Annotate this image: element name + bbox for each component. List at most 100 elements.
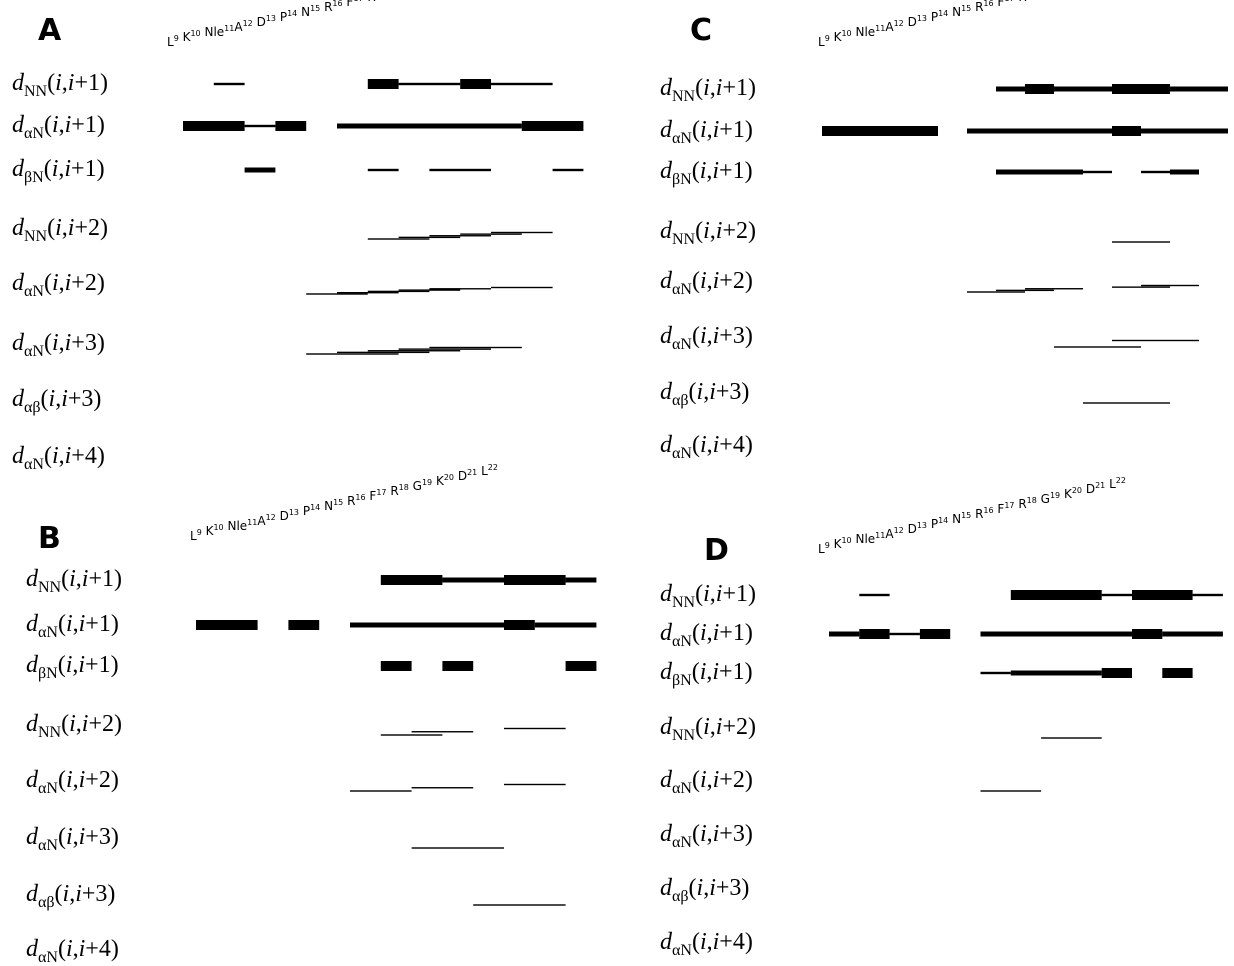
noe-bar	[967, 291, 1025, 293]
residue-number: 17	[376, 488, 386, 497]
noe-bar	[337, 292, 399, 294]
residue-label: P	[927, 10, 938, 24]
noe-bar	[919, 629, 951, 639]
row-label: dNN(i,i+2)	[660, 714, 756, 744]
residue-label: L	[818, 542, 825, 556]
residue-number: 22	[1116, 476, 1126, 485]
noe-bar	[504, 727, 566, 730]
residue-label: D	[1082, 482, 1095, 496]
residue-label: N	[948, 512, 961, 526]
noe-bar	[442, 577, 504, 583]
noe-bar	[398, 289, 461, 291]
residue-label: L	[167, 35, 174, 49]
noe-bar	[996, 169, 1083, 175]
residue-label: D	[253, 15, 266, 29]
noe-bar	[367, 350, 461, 352]
residue-number: 18	[399, 483, 409, 492]
residue-label: P	[276, 10, 287, 24]
residue-number: 13	[917, 14, 927, 23]
panel-b: B L9 K10 Nle11A12 D13 P14 N15 R16 F17 R18…	[26, 463, 597, 966]
noe-bar	[565, 577, 597, 583]
residue-number: 14	[287, 9, 297, 18]
noe-bar	[1010, 590, 1102, 600]
row-label: dNN(i,i+1)	[26, 566, 122, 596]
row-label: dαN(i,i+1)	[12, 112, 105, 142]
row-label: dNN(i,i+2)	[26, 711, 122, 741]
noe-bar	[829, 631, 860, 637]
residue-label: R	[364, 0, 376, 4]
row-label: dαN(i,i+2)	[26, 767, 119, 797]
row-label: dαN(i,i+3)	[660, 323, 753, 353]
residue-label: F	[994, 0, 1005, 9]
noe-bar	[306, 293, 368, 295]
noe-bar	[996, 289, 1054, 292]
residue-number: 10	[213, 523, 223, 532]
row-label: dαN(i,i+4)	[660, 929, 753, 959]
noe-bar	[1112, 241, 1170, 243]
noe-bar	[1083, 170, 1112, 174]
row-label: dβN(i,i+1)	[660, 659, 753, 689]
residue-label: F	[994, 502, 1005, 516]
panel-d: D L9 K10 Nle11A12 D13 P14 N15 R16 F17 R18…	[660, 476, 1223, 959]
residue-label: L	[1105, 477, 1116, 491]
row-label: dαN(i,i+3)	[26, 824, 119, 854]
row-label: dαN(i,i+1)	[660, 117, 753, 147]
residue-label: R	[971, 507, 983, 521]
row-label: dαN(i,i+4)	[660, 432, 753, 462]
noe-bar	[1025, 288, 1083, 290]
noe-bar	[183, 121, 245, 131]
noe-bar	[429, 235, 491, 237]
row-label: dNN(i,i+1)	[12, 70, 108, 100]
noe-bar	[1054, 346, 1141, 348]
row-label: dNN(i,i+2)	[12, 215, 108, 245]
noe-bar	[534, 622, 597, 628]
residue-label: K	[179, 30, 192, 44]
panel-c: C L9 K10 Nle11A12 D13 P14 N15 R16 F17 R18…	[660, 0, 1228, 462]
residue-number: 14	[310, 503, 320, 512]
residue-label: N	[297, 5, 310, 19]
residue-number: 15	[961, 511, 971, 520]
noe-bar	[1162, 668, 1193, 678]
noe-bar	[398, 236, 461, 239]
residue-number: 10	[841, 536, 851, 545]
noe-bar	[275, 121, 307, 131]
panel-letter: B	[38, 521, 61, 556]
noe-bar	[460, 79, 491, 89]
noe-bar	[337, 351, 430, 354]
residue-number: 9	[197, 528, 202, 537]
residue-label: A	[885, 20, 894, 34]
residue-number: 9	[825, 541, 830, 550]
noe-bar	[411, 847, 504, 849]
residue-number: 14	[938, 516, 948, 525]
noe-bar	[1162, 631, 1223, 637]
row-label: dβN(i,i+1)	[660, 158, 753, 188]
noe-bar	[337, 123, 522, 129]
residue-number: 10	[841, 29, 851, 38]
row-label: dαβ(i,i+3)	[12, 386, 101, 416]
panel-letter: C	[690, 13, 712, 48]
residue-number: 15	[310, 4, 320, 13]
noe-bar	[350, 790, 412, 792]
residue-number: 12	[243, 19, 253, 28]
noe-bar	[859, 593, 890, 597]
residue-number: 12	[266, 513, 276, 522]
noe-bar	[1112, 84, 1170, 94]
noe-bar	[504, 783, 566, 786]
noe-bar	[996, 86, 1025, 92]
residue-label: K	[830, 537, 843, 551]
residue-label: K	[1060, 487, 1073, 501]
noe-bar	[1141, 170, 1170, 174]
residue-label: N	[320, 499, 333, 513]
panel-letter: A	[38, 13, 62, 48]
residue-number: 22	[488, 463, 498, 472]
noe-bar	[1041, 737, 1102, 739]
noe-bar	[398, 348, 491, 350]
noe-bar	[367, 290, 430, 293]
noe-bar	[196, 620, 258, 630]
residue-number: 21	[467, 468, 477, 477]
residue-label: R	[971, 0, 983, 14]
noe-bar	[552, 168, 584, 172]
residue-number: 12	[894, 526, 904, 535]
noe-bar	[367, 168, 399, 172]
residue-number: 13	[917, 521, 927, 530]
